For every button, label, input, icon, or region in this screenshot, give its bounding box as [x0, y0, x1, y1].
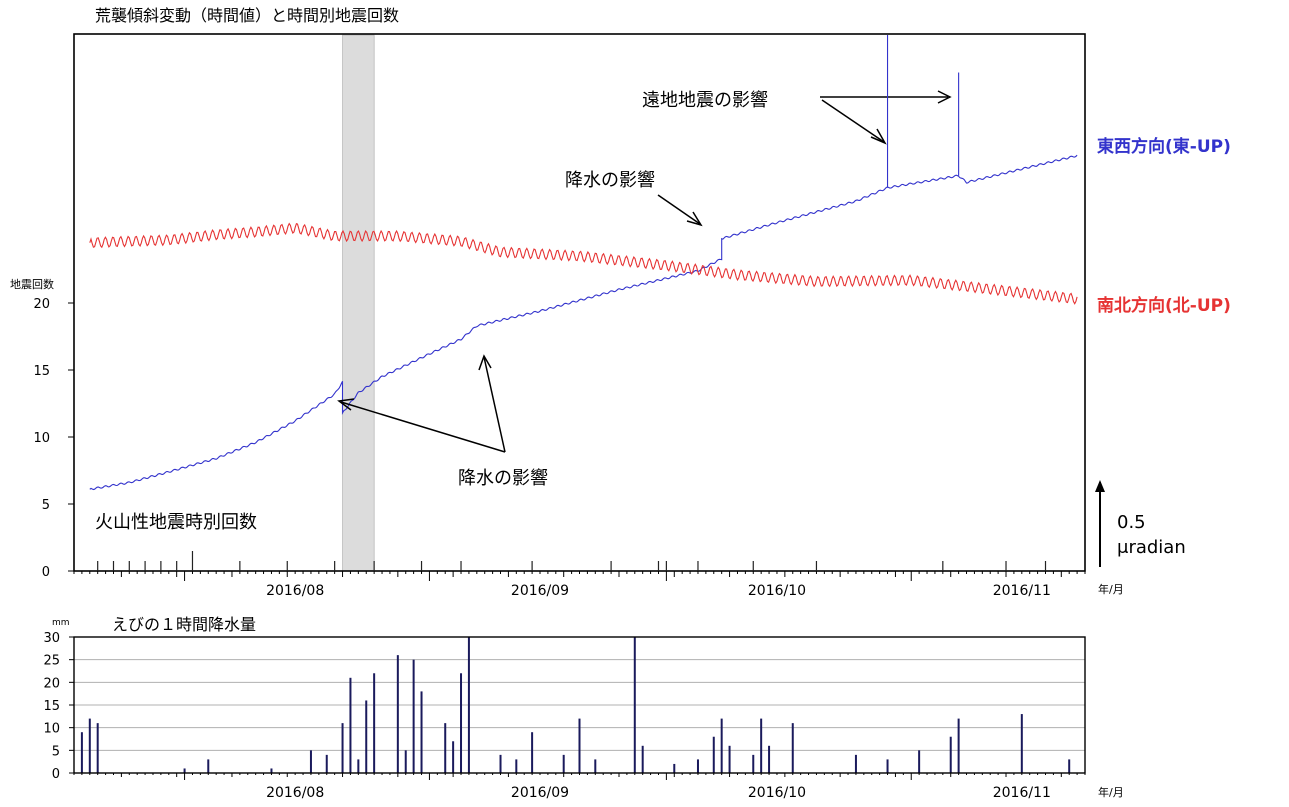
- top-y-tick-label: 5: [42, 498, 50, 513]
- rain-bar: [641, 745, 644, 773]
- rain-bar: [949, 736, 952, 773]
- top-y-tick-label: 20: [33, 297, 50, 312]
- rain-bar: [752, 754, 755, 773]
- rain-bar: [452, 741, 455, 773]
- rain-bars: [80, 637, 1071, 773]
- shaded-period: [342, 34, 375, 572]
- top-y-ticks: 0 5 10 15 20: [33, 297, 74, 580]
- legend-ew: 東西方向(東-UP): [1097, 136, 1231, 157]
- top-y-tick-label: 0: [42, 565, 50, 580]
- rain-bar: [309, 750, 312, 773]
- annotation-arrows: [337, 90, 952, 453]
- top-x-tick-label: 2016/10: [748, 583, 806, 599]
- rain-bar: [412, 659, 415, 773]
- rain-bar: [349, 677, 352, 773]
- bottom-x-axis-label: 年/月: [1098, 785, 1124, 799]
- bottom-x-tick-label: 2016/09: [511, 785, 569, 801]
- rain-bar: [854, 754, 857, 773]
- rain-bar: [791, 723, 794, 773]
- rain-bar: [270, 768, 273, 773]
- top-y-tick-label: 10: [33, 431, 50, 446]
- rain-bar: [499, 754, 502, 773]
- rain-bar: [768, 745, 771, 773]
- bottom-y-tick-label: 5: [52, 744, 60, 759]
- rain-bar: [578, 718, 581, 773]
- top-y-tick-label: 15: [33, 364, 50, 379]
- bottom-x-tick-label: 2016/10: [748, 785, 806, 801]
- rain-bar: [531, 732, 534, 773]
- top-x-tick-label: 2016/09: [511, 583, 569, 599]
- top-x-ticks: [73, 571, 1086, 581]
- rain-bar: [341, 723, 344, 773]
- rain-bar: [420, 691, 423, 773]
- top-plot-frame: [73, 33, 1086, 572]
- rain-bar: [365, 700, 368, 773]
- top-x-labels: 2016/08 2016/09 2016/10 2016/11: [266, 583, 1051, 599]
- top-x-tick-label: 2016/11: [993, 583, 1051, 599]
- rain-bar: [760, 718, 763, 773]
- rain-bar: [720, 718, 723, 773]
- legend-ns: 南北方向(北-UP): [1097, 295, 1231, 316]
- top-x-axis-label: 年/月: [1098, 582, 1124, 596]
- rain-bar: [373, 673, 376, 773]
- bottom-y-tick-label: 25: [43, 654, 60, 669]
- annotation-rain-oct: 降水の影響: [565, 170, 655, 191]
- series-ew-line: [89, 154, 1078, 491]
- top-x-tick-label: 2016/08: [266, 583, 324, 599]
- bottom-chart-title: えびの１時間降水量: [112, 615, 256, 634]
- rain-bar: [712, 736, 715, 773]
- bottom-y-ticks: 0 5 10 15 20 25 30: [43, 631, 74, 782]
- scale-bar-value: 0.5: [1117, 512, 1146, 533]
- rain-bar: [404, 750, 407, 773]
- top-chart-title: 荒襲傾斜変動（時間値）と時間別地震回数: [95, 6, 399, 25]
- rain-bar: [80, 732, 83, 773]
- rain-bar: [325, 754, 328, 773]
- bottom-x-ticks: [73, 773, 1086, 780]
- rain-bar: [467, 637, 470, 773]
- earthquake-count-bars: [97, 551, 1047, 571]
- rain-bar: [88, 718, 91, 773]
- bottom-x-tick-label: 2016/11: [993, 785, 1051, 801]
- rain-bar: [460, 673, 463, 773]
- top-y-axis-label: 地震回数: [10, 278, 54, 291]
- annotation-distant-quake: 遠地地震の影響: [642, 90, 768, 111]
- bottom-y-tick-label: 20: [43, 676, 60, 691]
- rain-bar: [183, 768, 186, 773]
- rain-bar: [633, 637, 636, 773]
- rain-bar: [1020, 714, 1023, 773]
- series-ns-line: [89, 222, 1078, 305]
- bottom-y-tick-label: 0: [52, 767, 60, 782]
- annotation-rain-aug-sep: 降水の影響: [458, 468, 548, 489]
- rain-bar: [696, 759, 699, 773]
- rain-bar: [357, 759, 360, 773]
- rain-bar: [918, 750, 921, 773]
- rain-bar: [957, 718, 960, 773]
- bottom-y-tick-label: 15: [43, 699, 60, 714]
- rain-bar: [96, 723, 99, 773]
- rain-bar: [207, 759, 210, 773]
- rain-bar: [396, 655, 399, 773]
- scale-bar: [1095, 480, 1105, 567]
- rain-bar: [515, 759, 518, 773]
- bottom-x-tick-label: 2016/08: [266, 785, 324, 801]
- rain-bar: [594, 759, 597, 773]
- rain-bar: [886, 759, 889, 773]
- rain-bar: [444, 723, 447, 773]
- rain-bar: [728, 745, 731, 773]
- bottom-y-unit: mm: [52, 618, 70, 628]
- bottom-y-tick-label: 10: [43, 722, 60, 737]
- rain-bar: [1068, 759, 1071, 773]
- earthquake-count-label: 火山性地震時別回数: [95, 512, 257, 533]
- bottom-y-tick-label: 30: [43, 631, 60, 646]
- rain-bar: [673, 763, 676, 773]
- rain-bar: [562, 754, 565, 773]
- scale-bar-unit: μradian: [1117, 537, 1186, 558]
- bottom-x-labels: 2016/08 2016/09 2016/10 2016/11: [266, 785, 1051, 801]
